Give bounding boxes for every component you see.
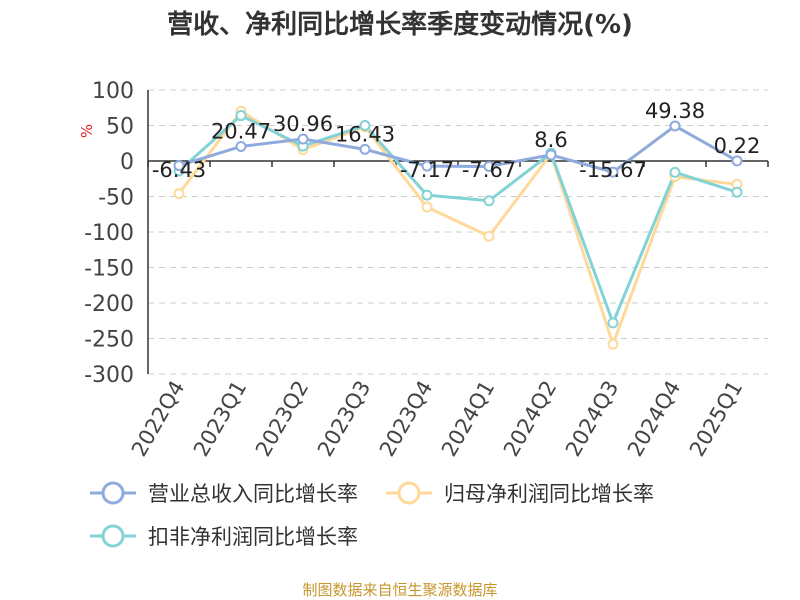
data-point-revenue (421, 160, 433, 172)
data-point-deducted (235, 110, 247, 122)
data-point-revenue (359, 143, 371, 155)
legend-label-net-profit: 归母净利润同比增长率 (444, 482, 654, 506)
data-label-revenue: 20.47 (211, 119, 271, 143)
y-tick-label: 50 (106, 115, 134, 140)
data-point-net_profit (483, 230, 495, 242)
x-category-label: 2024Q4 (623, 377, 685, 461)
x-category-label: 2025Q1 (685, 377, 747, 461)
y-tick-label: 100 (92, 79, 134, 104)
y-tick-label: -100 (84, 221, 134, 246)
x-category-label: 2023Q3 (313, 377, 375, 461)
x-category-label: 2024Q2 (499, 377, 561, 461)
data-label-revenue: 16.43 (335, 122, 395, 146)
x-category-label: 2023Q2 (251, 377, 313, 461)
x-category-label: 2023Q4 (375, 377, 437, 461)
legend-marker-net-profit (386, 481, 432, 505)
legend-row-1: 营业总收入同比增长率 归母净利润同比增长率 (88, 478, 680, 508)
data-point-deducted (731, 186, 743, 198)
y-axis-unit-label: % (78, 124, 96, 138)
data-point-deducted (359, 120, 371, 131)
legend-item-net-profit[interactable]: 归母净利润同比增长率 (384, 478, 654, 508)
data-point-net_profit (421, 201, 433, 213)
y-tick-label: 0 (120, 150, 134, 175)
data-point-revenue (173, 160, 185, 172)
y-tick-label: -300 (84, 363, 134, 388)
legend-marker-revenue (90, 481, 136, 505)
data-label-revenue: -6.43 (152, 158, 206, 182)
data-label-revenue: -15.67 (579, 158, 647, 182)
series-line-deducted (178, 114, 738, 325)
legend-row-2: 扣非净利润同比增长率 (88, 521, 384, 551)
data-point-revenue (235, 140, 247, 152)
data-point-deducted (421, 189, 433, 201)
series-points (173, 105, 743, 350)
data-point-revenue (731, 155, 743, 167)
y-tick-label: -150 (84, 257, 134, 282)
data-point-revenue (297, 133, 309, 145)
y-tick-label: -50 (98, 186, 134, 211)
data-point-deducted (669, 166, 681, 178)
data-point-net_profit (173, 188, 185, 200)
legend-item-deducted[interactable]: 扣非净利润同比增长率 (88, 521, 358, 551)
data-label-revenue: 30.96 (273, 112, 333, 136)
data-point-deducted (483, 195, 495, 207)
y-tick-label: -200 (84, 292, 134, 317)
grid-lines (148, 89, 768, 375)
data-label-revenue: 8.6 (534, 128, 567, 152)
chart-title: 营收、净利同比增长率季度变动情况(%) (167, 10, 633, 40)
data-label-revenue: 0.22 (714, 134, 761, 158)
legend-label-deducted: 扣非净利润同比增长率 (148, 525, 358, 549)
source-footer: 制图数据来自恒生聚源数据库 (302, 581, 498, 599)
series-lines (177, 109, 738, 346)
legend-label-revenue: 营业总收入同比增长率 (148, 482, 358, 506)
series-line-revenue (178, 124, 738, 174)
x-category-label: 2022Q4 (127, 377, 189, 461)
data-point-revenue (607, 166, 619, 178)
legend-marker-deducted (90, 524, 136, 548)
data-point-revenue (669, 120, 681, 132)
x-category-label: 2024Q1 (437, 377, 499, 461)
data-label-revenue: 49.38 (645, 99, 705, 123)
y-tick-label: -250 (84, 328, 134, 353)
data-point-net_profit (607, 338, 619, 350)
legend-item-revenue[interactable]: 营业总收入同比增长率 (88, 478, 358, 508)
data-point-revenue (545, 149, 557, 161)
data-point-deducted (607, 317, 619, 329)
x-category-label: 2023Q1 (189, 377, 251, 461)
data-point-revenue (483, 160, 495, 172)
data-label-revenue: -7.67 (462, 158, 516, 182)
x-category-label: 2024Q3 (561, 377, 623, 461)
data-label-revenue: -7.17 (400, 158, 454, 182)
